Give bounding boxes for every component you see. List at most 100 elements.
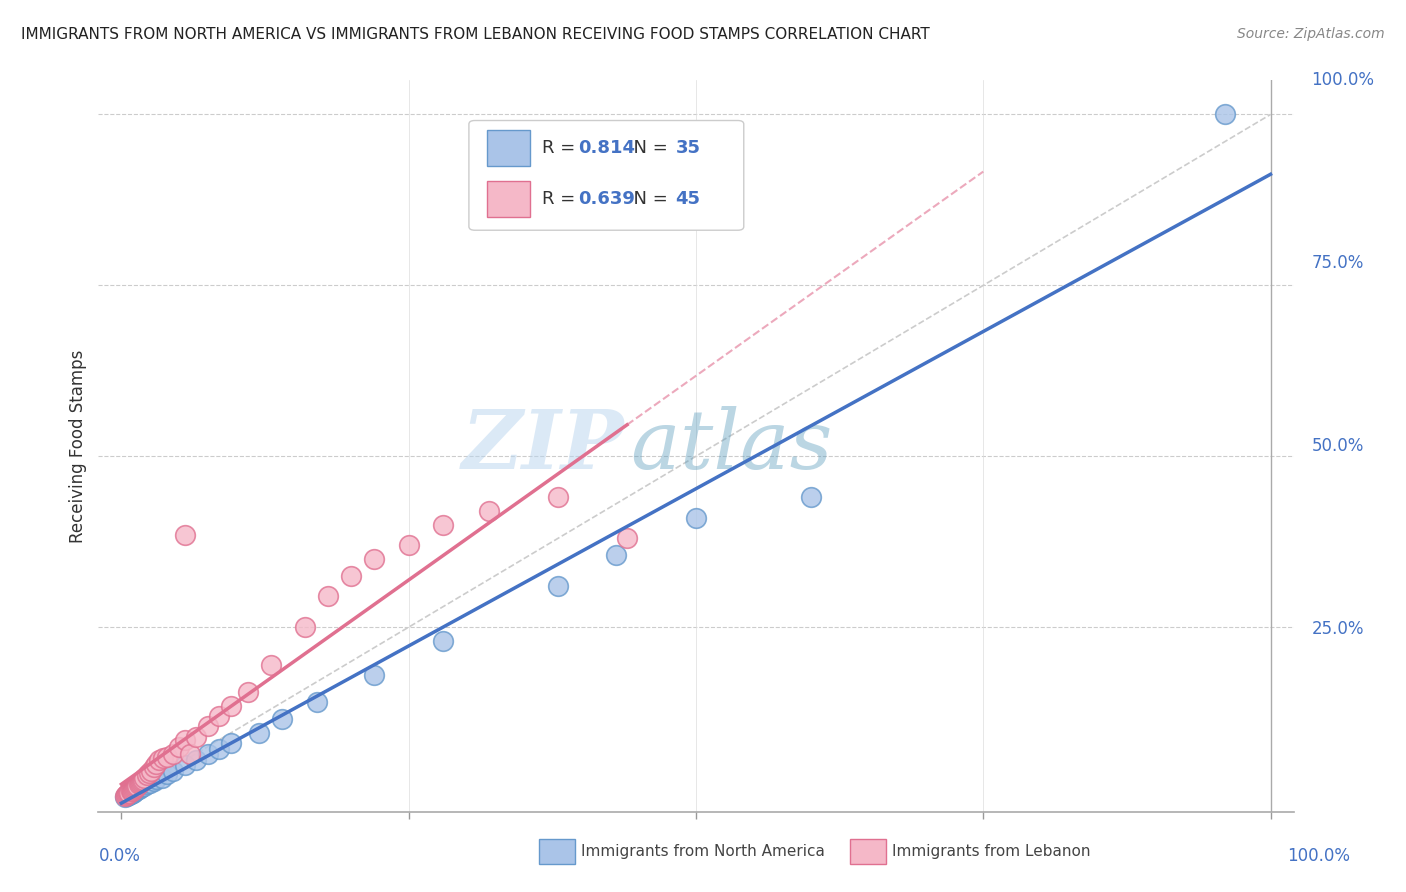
Point — [122, 782, 145, 797]
Point — [117, 786, 139, 800]
Point — [260, 657, 283, 672]
Point — [132, 772, 155, 787]
Point — [118, 788, 141, 802]
Point — [142, 760, 165, 774]
Point — [115, 789, 138, 803]
Point — [125, 782, 148, 797]
Point — [605, 549, 627, 563]
Point — [134, 779, 156, 793]
Point — [173, 733, 195, 747]
Point — [129, 780, 152, 794]
Point — [124, 784, 146, 798]
Point — [398, 538, 420, 552]
Text: N =: N = — [621, 139, 673, 157]
Point — [184, 754, 207, 768]
Point — [152, 751, 174, 765]
Point — [139, 776, 162, 790]
Text: 0.639: 0.639 — [578, 190, 634, 208]
Point — [685, 510, 707, 524]
Point — [128, 782, 150, 797]
Point — [128, 780, 150, 795]
Text: 25.0%: 25.0% — [1312, 620, 1364, 638]
Point — [128, 776, 150, 790]
Point — [179, 747, 201, 761]
Point — [208, 741, 231, 756]
Point — [162, 747, 184, 761]
Text: atlas: atlas — [630, 406, 832, 486]
Point — [340, 569, 363, 583]
Text: 0.814: 0.814 — [578, 139, 634, 157]
Point — [184, 730, 207, 744]
Y-axis label: Receiving Food Stamps: Receiving Food Stamps — [69, 350, 87, 542]
Point — [114, 789, 136, 803]
FancyBboxPatch shape — [486, 130, 530, 166]
Point — [131, 780, 153, 794]
Text: 35: 35 — [676, 139, 700, 157]
Point — [616, 531, 638, 545]
Point — [124, 780, 146, 795]
Point — [122, 786, 145, 800]
Point — [236, 685, 259, 699]
Point — [363, 551, 385, 566]
Point — [115, 787, 138, 801]
Point — [156, 750, 179, 764]
Point — [247, 726, 270, 740]
Point — [120, 784, 142, 798]
Point — [145, 772, 167, 786]
Point — [432, 517, 454, 532]
Point — [129, 774, 152, 789]
FancyBboxPatch shape — [851, 838, 886, 863]
Text: 100.0%: 100.0% — [1286, 847, 1350, 865]
Point — [127, 779, 149, 793]
Point — [547, 490, 569, 504]
Point — [150, 771, 173, 785]
Point — [125, 780, 148, 794]
Point — [122, 782, 145, 797]
Text: 50.0%: 50.0% — [1312, 437, 1364, 455]
Point — [167, 739, 190, 754]
Point — [141, 764, 163, 778]
Point — [432, 633, 454, 648]
Point — [115, 788, 138, 802]
Point — [114, 789, 136, 804]
FancyBboxPatch shape — [540, 838, 575, 863]
Point — [135, 768, 157, 782]
Text: Immigrants from Lebanon: Immigrants from Lebanon — [891, 844, 1091, 859]
Text: R =: R = — [541, 190, 581, 208]
Point — [478, 504, 501, 518]
Point — [121, 783, 143, 797]
Text: 45: 45 — [676, 190, 700, 208]
Point — [271, 713, 294, 727]
Text: ZIP: ZIP — [461, 406, 624, 486]
Point — [363, 668, 385, 682]
Point — [173, 758, 195, 772]
Point — [219, 736, 242, 750]
Point — [208, 709, 231, 723]
Point — [156, 767, 179, 781]
Point — [122, 785, 145, 799]
Point — [173, 528, 195, 542]
Point — [800, 490, 823, 504]
Text: 0.0%: 0.0% — [98, 847, 141, 865]
Point — [197, 747, 219, 761]
Text: 75.0%: 75.0% — [1312, 254, 1364, 272]
Text: IMMIGRANTS FROM NORTH AMERICA VS IMMIGRANTS FROM LEBANON RECEIVING FOOD STAMPS C: IMMIGRANTS FROM NORTH AMERICA VS IMMIGRA… — [21, 27, 929, 42]
FancyBboxPatch shape — [486, 181, 530, 217]
Point — [547, 579, 569, 593]
Point — [131, 774, 153, 789]
Text: N =: N = — [621, 190, 673, 208]
Text: Source: ZipAtlas.com: Source: ZipAtlas.com — [1237, 27, 1385, 41]
FancyBboxPatch shape — [470, 120, 744, 230]
Point — [120, 787, 142, 801]
Text: 100.0%: 100.0% — [1312, 71, 1375, 89]
Point — [197, 719, 219, 733]
Point — [145, 756, 167, 771]
Point — [128, 777, 150, 791]
Point — [134, 771, 156, 785]
Point — [118, 786, 141, 800]
Point — [305, 695, 328, 709]
Point — [138, 766, 160, 780]
Point — [316, 590, 339, 604]
Point — [162, 764, 184, 778]
Point — [294, 620, 316, 634]
